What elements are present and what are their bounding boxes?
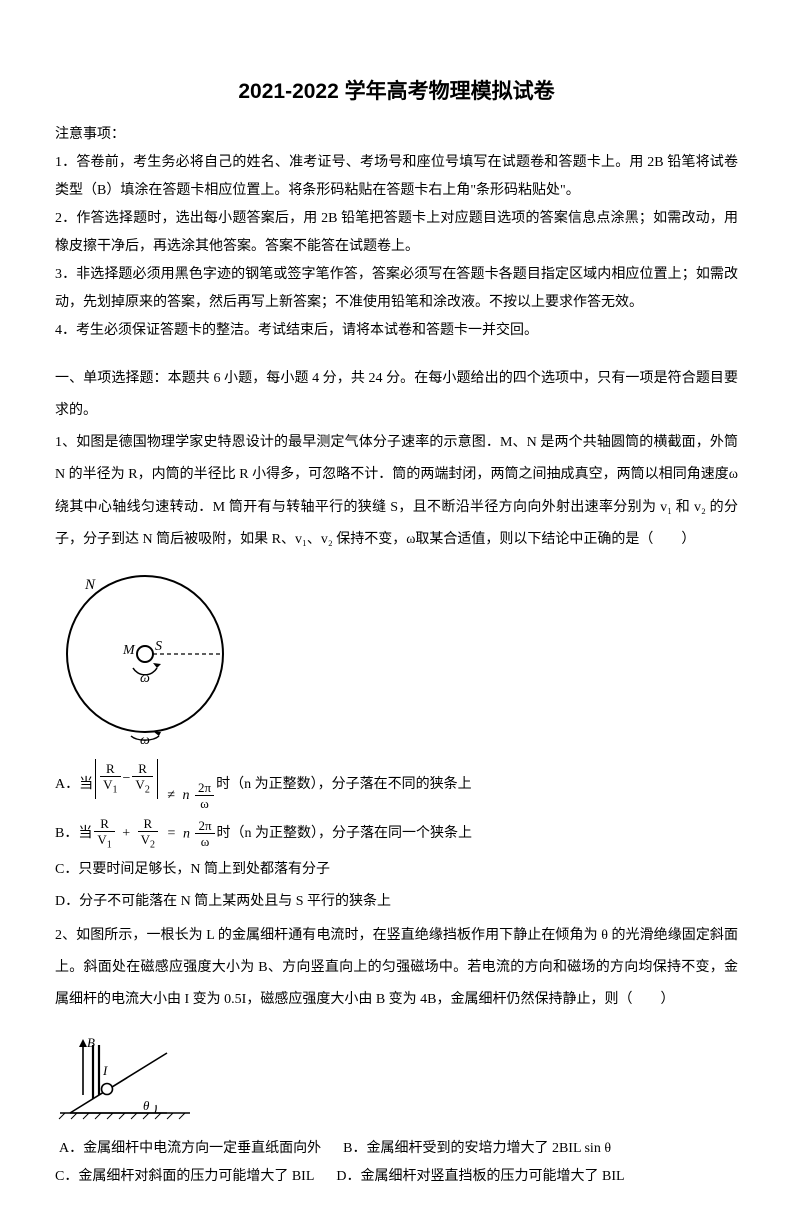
- cylinder-cross-section-icon: N M S ω ω: [55, 564, 235, 744]
- q2-option-d: D．金属细杆对竖直挡板的压力可能增大了 BIL: [336, 1163, 624, 1191]
- incline-rod-icon: B I θ: [55, 1025, 195, 1120]
- label-omega-top: ω: [140, 671, 150, 686]
- q1-option-b: B．当 RV1 + RV2 = n 2πω 时（n 为正整数），分子落在同一个狭…: [55, 816, 738, 852]
- notice-label: 注意事项：: [55, 123, 738, 147]
- label-s: S: [155, 639, 162, 654]
- q2-figure: B I θ: [55, 1025, 738, 1125]
- q2-stem: 2、如图所示，一根长为 L 的金属细杆通有电流时，在竖直绝缘挡板作用下静止在倾角…: [55, 920, 738, 1017]
- q2-option-b: B．金属细杆受到的安培力增大了 2BIL sin θ: [343, 1135, 611, 1163]
- q1-optA-suffix: 时（n 为正整数），分子落在不同的狭条上: [216, 771, 472, 799]
- q2-options-row1: A．金属细杆中电流方向一定垂直纸面向外 B．金属细杆受到的安培力增大了 2BIL…: [55, 1135, 738, 1163]
- q1-option-a: A．当 RV1 − RV2 ≠ n 2πω 时（n 为正整数），分子落在不同的狭…: [55, 759, 738, 812]
- page-title: 2021-2022 学年高考物理模拟试卷: [55, 75, 738, 105]
- label-omega-bottom: ω: [140, 733, 150, 744]
- notice-3: 3．非选择题必须用黑色字迹的钢笔或签字笔作答，答案必须写在答题卡各题目指定区域内…: [55, 261, 738, 317]
- label-theta: θ: [143, 1098, 150, 1113]
- label-b: B: [87, 1035, 95, 1050]
- q2-option-a: A．金属细杆中电流方向一定垂直纸面向外: [55, 1135, 321, 1163]
- q1-optB-suffix: 时（n 为正整数），分子落在同一个狭条上: [217, 820, 473, 848]
- notice-2: 2．作答选择题时，选出每小题答案后，用 2B 铅笔把答题卡上对应题目选项的答案信…: [55, 205, 738, 261]
- label-m: M: [122, 643, 136, 658]
- q1-optB-prefix: B．当: [55, 820, 92, 848]
- notice-1: 1．答卷前，考生务必将自己的姓名、准考证号、考场号和座位号填写在试题卷和答题卡上…: [55, 149, 738, 205]
- q2-option-c: C．金属细杆对斜面的压力可能增大了 BIL: [55, 1163, 314, 1191]
- exam-page: 2021-2022 学年高考物理模拟试卷 注意事项： 1．答卷前，考生务必将自己…: [0, 0, 793, 1231]
- q1-optA-prefix: A．当: [55, 771, 93, 799]
- q1-option-c: C．只要时间足够长，N 筒上到处都落有分子: [55, 856, 738, 884]
- q1-optB-formula: RV1 + RV2 = n 2πω: [92, 816, 216, 852]
- section-1-heading: 一、单项选择题：本题共 6 小题，每小题 4 分，共 24 分。在每小题给出的四…: [55, 363, 738, 427]
- label-i: I: [102, 1063, 108, 1078]
- spacer: [55, 345, 738, 363]
- q1-stem: 1、如图是德国物理学家史特恩设计的最早测定气体分子速率的示意图．M、N 是两个共…: [55, 427, 738, 556]
- q1-optA-formula: RV1 − RV2 ≠ n 2πω: [93, 759, 216, 812]
- notice-4: 4．考生必须保证答题卡的整洁。考试结束后，请将本试卷和答题卡一并交回。: [55, 317, 738, 345]
- q1-option-d: D．分子不可能落在 N 筒上某两处且与 S 平行的狭条上: [55, 888, 738, 916]
- q1-figure: N M S ω ω: [55, 564, 738, 749]
- q2-options-row2: C．金属细杆对斜面的压力可能增大了 BIL D．金属细杆对竖直挡板的压力可能增大…: [55, 1163, 738, 1191]
- label-n: N: [84, 577, 96, 593]
